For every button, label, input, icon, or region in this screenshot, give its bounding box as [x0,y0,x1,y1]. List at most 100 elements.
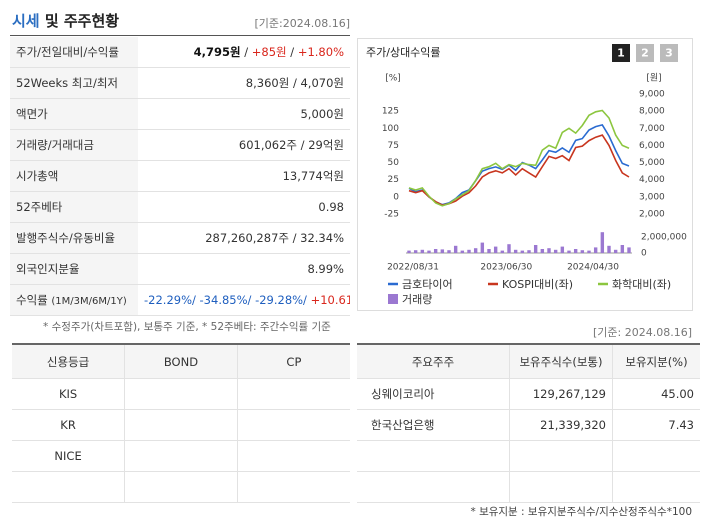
label: 액면가 [16,107,48,121]
label: 거래량/거래대금 [16,138,94,152]
volume-bar [540,249,545,253]
row: 발행주식수/유동비율 287,260,287주 / 32.34% [10,222,350,254]
row: 액면가 5,000원 [10,98,350,130]
y3-tick-label: 0 [641,249,647,259]
y2-tick-label: 7,000 [639,124,665,134]
tab-label[interactable]: 2 [641,47,649,60]
y2-tick-label: 4,000 [639,175,665,185]
volume-bar [547,248,551,253]
value: +85원 [251,45,287,59]
cell [357,471,510,503]
label: 시가총액 [16,169,59,183]
tab[interactable] [612,44,630,62]
series-line [408,134,630,206]
label: 52주베타 [16,200,63,214]
label: 52Weeks 최고/최저 [16,76,118,90]
label-sub: (1M/3M/6M/1Y) [51,296,127,307]
y2-tick-label: 2,000 [639,210,665,220]
chart-title: 주가/상대수익률 [366,46,441,59]
value-cell: 8.99% [138,253,350,285]
cell [124,409,238,441]
value: +10.61% [310,293,350,307]
volume-bar [407,250,411,253]
row [357,471,700,503]
volume-bar [593,247,598,253]
row: 외국인지분율 8.99% [10,253,350,285]
x-tick-label: 2022/08/31 [387,263,439,273]
label-cell: 발행주식수/유동비율 [10,222,138,254]
y-tick-label: 100 [382,124,399,134]
holder-value: 21,339,320 [509,409,613,441]
cell [12,471,126,503]
tab[interactable] [660,44,678,62]
legend-swatch [388,294,398,304]
volume-bar [487,249,491,253]
footnote: * 보유지분 : 보유지분주식수/지수산정주식수*100 [470,506,692,518]
holder-name: 싱웨이코리아 [357,378,510,410]
value-cell: 601,062주 / 29억원 [138,129,350,161]
y-tick-label: 125 [382,107,399,117]
header: 보유주식수(보통) [509,343,613,379]
y-tick-label: 50 [388,158,400,168]
y2-tick-label: 9,000 [639,90,665,100]
value-cell: 287,260,287주 / 32.34% [138,222,350,254]
title: 시세 [12,12,40,30]
tab-label[interactable]: 1 [617,47,625,60]
y-tick-label: -25 [384,210,399,220]
row: NICE [12,440,350,472]
market-table: 주가/전일대비/수익률 4,795원 / +85원 / +1.80% 52Weeks… [10,37,350,316]
agency: KR [12,409,126,441]
value: 8.99% [307,262,344,276]
header-row: 주요주주 보유주식수(보통) 보유지분(%) [357,343,700,379]
volume-bar [500,250,505,253]
volume-bar [600,232,605,253]
date: [기준:2024.08.16] [254,17,350,30]
volume-bar [607,245,611,253]
legend-label: KOSPI대비(좌) [502,278,573,291]
y3-tick-label: 2,000,000 [641,233,687,243]
series-line [408,109,630,207]
label: 주가/전일대비/수익률 [16,45,119,59]
holder-table: 주요주주 보유주식수(보통) 보유지분(%) 싱웨이코리아 129,267,129 45.… [357,343,700,503]
label-cell: 시가총액 [10,160,138,192]
row: KR [12,409,350,441]
value-cell: 8,360원 / 4,070원 [138,67,350,99]
header-row: 신용등급 BOND CP [12,343,350,379]
header: 주요주주 [357,343,510,379]
chart: 주가/상대수익률 1 2 3 [%] [원] -25 0 25 50 75 100 125 2,000 3,… [366,44,687,306]
value: / [290,45,295,59]
volume-bar [427,250,431,253]
value: 4,795원 [193,45,241,59]
cell [124,440,238,472]
y2-tick-label: 8,000 [639,107,665,117]
holder-value: 129,267,129 [509,378,613,410]
row: 수익률 (1M/3M/6M/1Y) -22.29%/ -34.85%/ -29.2… [10,284,350,316]
header: 신용등급 [12,343,126,379]
label-cell: 거래량/거래대금 [10,129,138,161]
value: -34.85%/ [199,293,252,307]
value: -22.29%/ [144,293,196,307]
row: 한국산업은행 21,339,320 7.43 [357,409,700,441]
value: +1.80% [297,45,344,59]
y2-tick-label: 3,000 [639,192,665,202]
value: -29.28%/ [255,293,307,307]
volume-bar [460,250,465,253]
note: * 수정주가(차트포함), 보통주 기준, * 52주베타: 주간수익률 기준 [43,321,331,333]
tab-label[interactable]: 3 [665,47,673,60]
tab[interactable] [636,44,654,62]
value: 13,774억원 [282,169,344,183]
row [12,471,350,503]
y-tick-label: 0 [393,192,399,202]
row: 싱웨이코리아 129,267,129 45.00 [357,378,700,410]
y2-tick-label: 5,000 [639,158,665,168]
label-cell: 외국인지분율 [10,253,138,285]
value: 8,360원 / 4,070원 [245,76,344,90]
cell [612,440,700,472]
chart-panel: 주가/상대수익률 1 2 3 [%] [원] -25 0 25 50 75 100 125 2,000 3,… [357,38,693,311]
volume-bar [447,250,451,253]
label: 수익률 [16,293,48,307]
cell [236,471,350,503]
rating-table: 신용등급 BOND CP KIS KR NICE [12,343,350,503]
value: / [244,45,249,59]
value-cell: -22.29%/ -34.85%/ -29.28%/ +10.61% [138,284,350,316]
